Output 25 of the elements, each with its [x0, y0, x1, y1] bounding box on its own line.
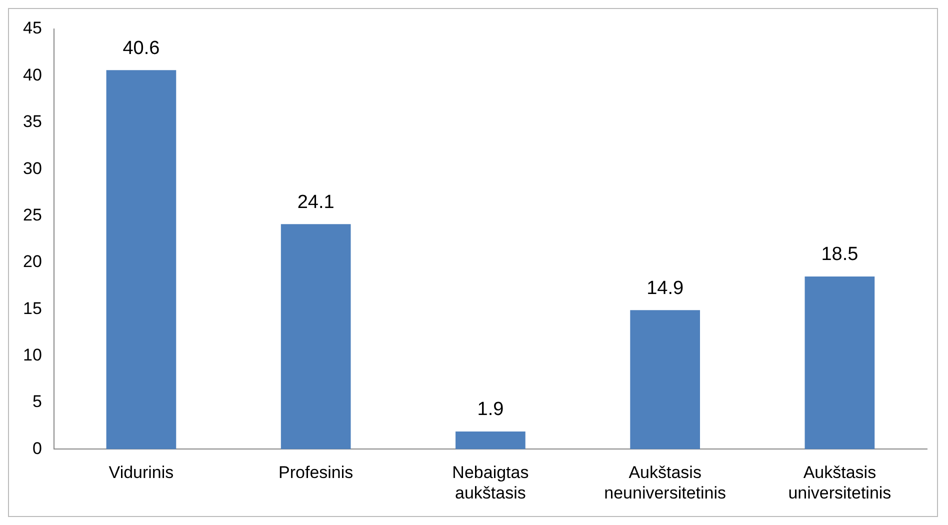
bar [804, 276, 875, 450]
y-tick-label: 10 [22, 346, 42, 365]
y-tick-label: 25 [22, 205, 42, 224]
bar [106, 70, 176, 450]
y-tick-label: 0 [32, 438, 42, 458]
y-tick-label: 30 [22, 158, 42, 178]
x-tick-label: Aukštasis neuniversitetinis [604, 463, 726, 502]
x-tick-label: Vidurinis [108, 463, 174, 482]
bar [280, 224, 351, 450]
x-tick-label: Aukštasis universitetinis [788, 463, 892, 502]
data-label: 18.5 [821, 244, 858, 266]
bar [456, 431, 526, 450]
x-tick-label: Profesinis [278, 463, 354, 482]
data-label: 14.9 [646, 278, 684, 299]
y-tick-label: 40 [22, 65, 42, 84]
data-label: 1.9 [477, 399, 504, 420]
data-label: 24.1 [297, 192, 334, 213]
data-label: 40.6 [122, 38, 160, 59]
y-tick-label: 5 [32, 392, 42, 412]
y-tick-label: 15 [22, 298, 42, 318]
x-tick-label: Nebaigtas aukštasis [452, 463, 529, 502]
y-tick-label: 35 [22, 112, 42, 132]
y-tick-label: 20 [22, 252, 42, 272]
bar [630, 310, 700, 450]
y-tick-label: 45 [22, 18, 42, 38]
